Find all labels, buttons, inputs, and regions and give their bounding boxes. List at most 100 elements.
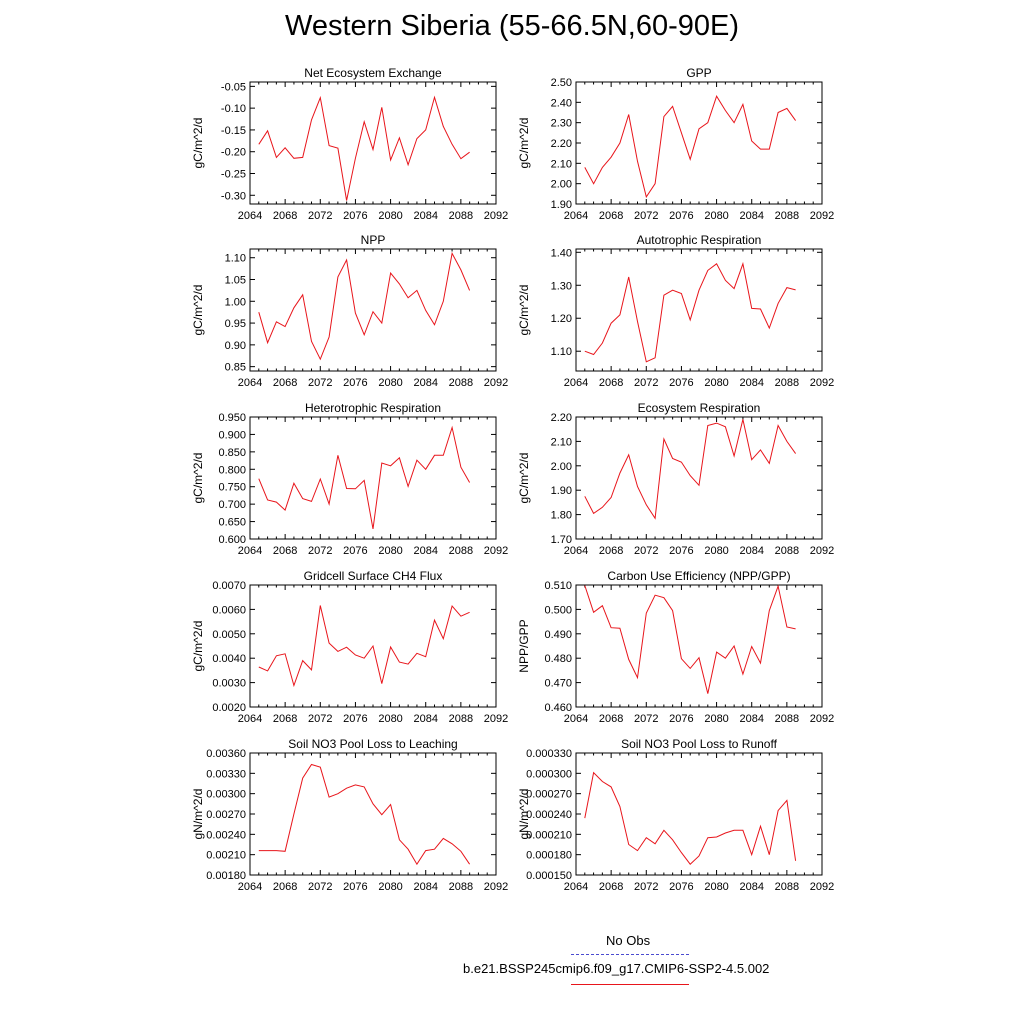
- y-axis-label: gC/m^2/d: [191, 453, 205, 504]
- y-tick-label: 0.470: [544, 678, 572, 690]
- y-tick-label: 0.00330: [206, 768, 246, 780]
- y-axis-label: gN/m^2/d: [191, 789, 205, 840]
- y-tick-label: -0.15: [221, 125, 246, 137]
- y-tick-label: 0.490: [544, 629, 572, 641]
- chart-panel-2: GPP gC/m^2/d 2064 2068 2072 2076 2080 2084 2088 2…: [517, 66, 834, 222]
- x-tick-label: 2076: [343, 881, 367, 893]
- x-tick-label: 2084: [739, 377, 763, 389]
- chart-panel-9: Soil NO3 Pool Loss to Leaching gN/m^2/d 20…: [191, 737, 508, 893]
- x-tick-label: 2084: [413, 881, 437, 893]
- y-tick-label: 2.10: [551, 158, 572, 170]
- y-tick-label: -0.20: [221, 147, 246, 159]
- y-tick-label: 2.40: [551, 97, 572, 109]
- y-tick-label: 1.90: [551, 485, 572, 497]
- y-tick-label: 1.30: [551, 280, 572, 292]
- x-tick-label: 2076: [669, 713, 693, 725]
- x-tick-label: 2068: [599, 881, 623, 893]
- y-tick-label: 2.30: [551, 118, 572, 130]
- x-tick-label: 2084: [413, 545, 437, 557]
- x-tick-label: 2080: [704, 713, 728, 725]
- x-tick-label: 2092: [484, 881, 508, 893]
- y-tick-label: 0.850: [218, 447, 246, 459]
- x-tick-label: 2076: [343, 377, 367, 389]
- y-tick-label: -0.10: [221, 103, 246, 115]
- x-tick-label: 2080: [704, 210, 728, 222]
- x-tick-label: 2068: [273, 210, 297, 222]
- x-tick-label: 2072: [308, 545, 332, 557]
- y-tick-label: 2.00: [551, 461, 572, 473]
- series-line: [258, 604, 470, 688]
- x-tick-label: 2072: [308, 713, 332, 725]
- x-tick-label: 2080: [704, 545, 728, 557]
- y-tick-label: 1.10: [225, 253, 246, 265]
- x-tick-label: 2084: [739, 881, 763, 893]
- series-line: [584, 261, 796, 363]
- x-tick-label: 2064: [238, 377, 262, 389]
- x-tick-label: 2072: [634, 545, 658, 557]
- x-tick-label: 2076: [669, 377, 693, 389]
- y-axis-label: NPP/GPP: [517, 619, 531, 672]
- chart-panel-6: Ecosystem Respiration gC/m^2/d 2064 2068 207…: [517, 401, 834, 557]
- x-tick-label: 2092: [810, 377, 834, 389]
- x-tick-label: 2088: [449, 881, 473, 893]
- x-tick-label: 2080: [378, 377, 402, 389]
- y-tick-label: 0.480: [544, 653, 572, 665]
- chart-panel-10: Soil NO3 Pool Loss to Runoff gN/m^2/d 2064…: [517, 737, 834, 893]
- y-tick-label: 0.00240: [206, 829, 246, 841]
- x-tick-label: 2072: [634, 210, 658, 222]
- x-tick-label: 2088: [449, 545, 473, 557]
- chart-panel-8: Carbon Use Efficiency (NPP/GPP) NPP/GPP 20…: [517, 569, 834, 725]
- chart-panel-4: Autotrophic Respiration gC/m^2/d 2064 2068 2…: [517, 233, 834, 389]
- y-tick-label: 0.500: [544, 604, 572, 616]
- y-tick-label: 0.0030: [212, 678, 246, 690]
- y-tick-label: 0.95: [225, 318, 246, 330]
- x-tick-label: 2088: [449, 210, 473, 222]
- x-tick-label: 2080: [704, 881, 728, 893]
- y-tick-label: 1.40: [551, 247, 572, 259]
- y-tick-label: 2.50: [551, 77, 572, 89]
- y-tick-label: 0.600: [218, 534, 246, 546]
- panel-title: Heterotrophic Respiration: [305, 401, 441, 415]
- x-tick-label: 2072: [308, 881, 332, 893]
- y-axis-label: gC/m^2/d: [517, 453, 531, 504]
- x-tick-label: 2064: [564, 881, 588, 893]
- y-axis-label: gC/m^2/d: [191, 285, 205, 336]
- plot-frame: [249, 752, 497, 876]
- x-tick-label: 2076: [669, 545, 693, 557]
- x-tick-label: 2076: [343, 545, 367, 557]
- x-tick-label: 2064: [238, 881, 262, 893]
- x-tick-label: 2068: [599, 545, 623, 557]
- x-tick-label: 2076: [669, 210, 693, 222]
- y-tick-label: 0.0040: [212, 653, 246, 665]
- y-tick-label: 0.000330: [526, 748, 572, 760]
- y-tick-label: 0.000300: [526, 768, 572, 780]
- x-tick-label: 2092: [484, 377, 508, 389]
- panel-title: Ecosystem Respiration: [638, 401, 761, 415]
- x-tick-label: 2080: [378, 713, 402, 725]
- x-tick-label: 2092: [810, 210, 834, 222]
- y-tick-label: 0.00270: [206, 809, 246, 821]
- x-tick-label: 2068: [273, 545, 297, 557]
- x-tick-label: 2064: [564, 210, 588, 222]
- x-tick-label: 2072: [308, 377, 332, 389]
- x-tick-label: 2088: [775, 713, 799, 725]
- y-tick-label: 2.10: [551, 436, 572, 448]
- x-tick-label: 2088: [775, 881, 799, 893]
- chart-panel-7: Gridcell Surface CH4 Flux gC/m^2/d 2064 206…: [191, 569, 508, 725]
- y-tick-label: 0.00300: [206, 789, 246, 801]
- chart-panel-5: Heterotrophic Respiration gC/m^2/d 2064 206…: [191, 401, 508, 557]
- plot-frame: [575, 584, 823, 708]
- chart-panel-3: NPP gC/m^2/d 2064 2068 2072 2076 2080 2084 2088 2…: [191, 233, 508, 389]
- x-tick-label: 2072: [634, 881, 658, 893]
- x-tick-label: 2092: [484, 545, 508, 557]
- x-tick-label: 2088: [775, 377, 799, 389]
- y-tick-label: 0.000240: [526, 809, 572, 821]
- y-tick-label: 0.460: [544, 702, 572, 714]
- x-tick-label: 2092: [484, 210, 508, 222]
- x-tick-label: 2068: [273, 713, 297, 725]
- chart-panel-1: Net Ecosystem Exchange gC/m^2/d 2064 2068 20…: [191, 66, 508, 222]
- y-tick-label: 2.20: [551, 412, 572, 424]
- y-tick-label: 0.00360: [206, 748, 246, 760]
- y-tick-label: -0.05: [221, 81, 246, 93]
